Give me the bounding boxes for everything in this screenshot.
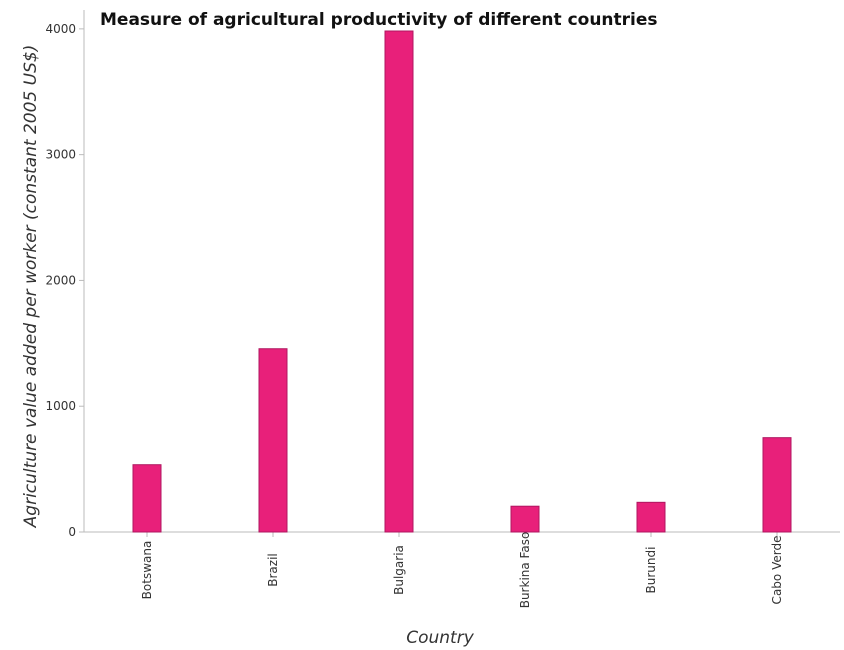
bar-botswana — [132, 464, 162, 533]
y-tick-label: 2000 — [45, 273, 76, 287]
x-tick-label: Botswana — [140, 541, 154, 600]
x-tick-label: Brazil — [266, 553, 280, 587]
bar-brazil — [258, 348, 288, 533]
bar-burundi — [636, 501, 666, 533]
bar-cabo-verde — [762, 437, 792, 533]
chart-title: Measure of agricultural productivity of … — [100, 10, 658, 30]
x-tick-label: Burundi — [644, 547, 658, 594]
x-axis-title: Country — [406, 628, 474, 648]
y-tick-label: 4000 — [45, 22, 76, 36]
y-tick-label: 1000 — [45, 399, 76, 413]
y-axis-title: Agriculture value added per worker (cons… — [21, 45, 41, 529]
bar-burkina-faso — [510, 505, 540, 533]
y-axis-ticks: 0 1000 2000 3000 4000 — [45, 22, 84, 539]
x-tick-label: Bulgaria — [392, 545, 406, 595]
bar-bulgaria — [384, 30, 414, 533]
y-tick-label: 0 — [68, 525, 76, 539]
x-tick-label: Burkina Faso — [518, 532, 532, 609]
bar-series — [132, 30, 792, 533]
x-axis-ticks: Botswana Brazil Bulgaria Burkina Faso Burund… — [140, 532, 784, 609]
x-tick-label: Cabo Verde — [770, 536, 784, 605]
y-tick-label: 3000 — [45, 148, 76, 162]
